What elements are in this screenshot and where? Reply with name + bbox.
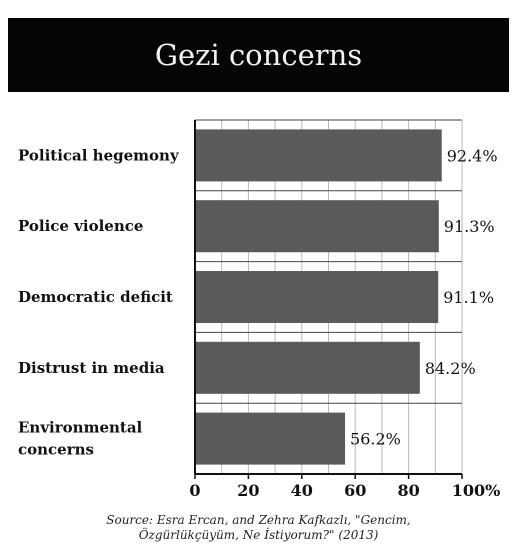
source-note: Source: Esra Ercan, and Zehra Kafkazlı, … <box>0 513 517 543</box>
category-label: Environmental <box>18 419 143 437</box>
chart-title: Gezi concerns <box>154 38 363 72</box>
value-label: 92.4% <box>447 146 498 165</box>
x-tick-label: 60 <box>344 481 366 500</box>
category-label: concerns <box>18 441 94 459</box>
x-tick-label: 40 <box>291 481 313 500</box>
bar <box>195 412 346 465</box>
bar <box>195 200 439 253</box>
bar <box>195 341 420 394</box>
source-line-1: Source: Esra Ercan, and Zehra Kafkazlı, … <box>106 513 411 527</box>
value-label: 56.2% <box>350 430 401 449</box>
x-tick-label: 0 <box>189 481 200 500</box>
value-label: 91.1% <box>443 288 494 307</box>
value-label: 84.2% <box>425 359 476 378</box>
bar <box>195 271 439 323</box>
category-label: Distrust in media <box>18 359 165 377</box>
source-line-2: Özgürlükçüyüm, Ne İstiyorum?" (2013) <box>138 528 379 542</box>
value-label: 91.3% <box>444 217 495 236</box>
bar <box>195 129 442 182</box>
x-tick-label: 80 <box>397 481 419 500</box>
category-label: Democratic deficit <box>18 288 173 306</box>
chart-title-banner: Gezi concerns <box>8 18 509 92</box>
category-label: Political hegemony <box>18 146 180 164</box>
x-tick-label: 100% <box>452 481 501 500</box>
category-label: Police violence <box>18 217 143 235</box>
x-tick-label: 20 <box>237 481 259 500</box>
